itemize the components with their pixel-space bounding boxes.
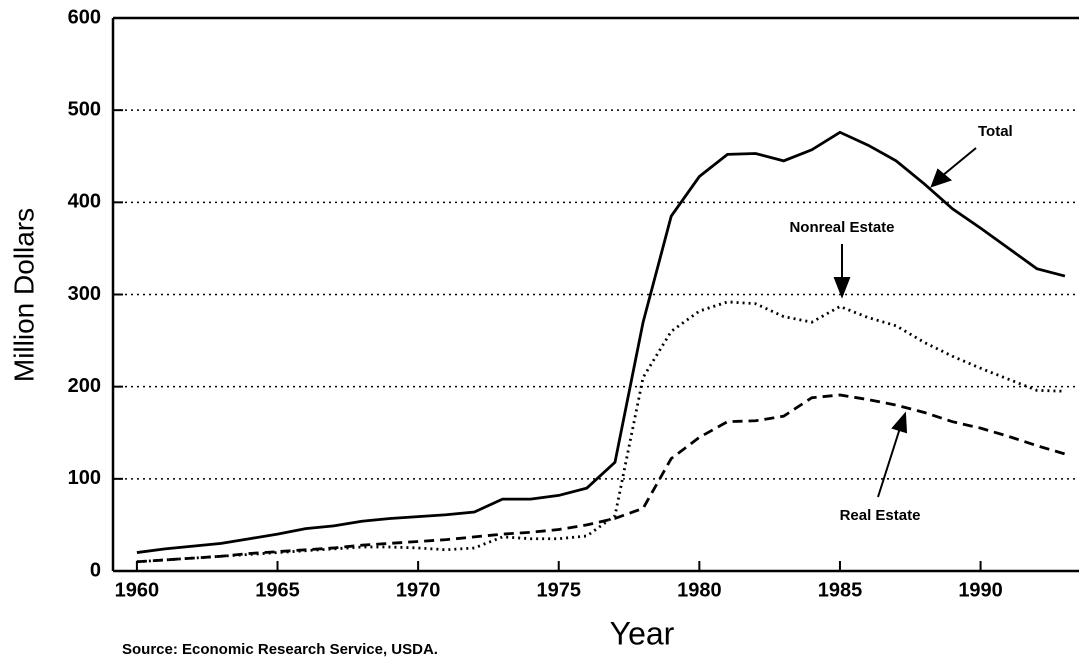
x-tick-label: 1965	[255, 579, 300, 601]
series-annotation: Total	[978, 123, 1013, 140]
y-tick-label: 200	[68, 375, 101, 397]
series-line	[136, 130, 1066, 554]
series-annotation: Nonreal Estate	[789, 219, 894, 236]
x-tick-label: 1970	[396, 579, 441, 601]
y-tick-label: 500	[68, 98, 101, 120]
y-tick-label: 400	[68, 191, 101, 213]
x-tick-label: 1980	[677, 579, 722, 601]
y-tick-label: 0	[90, 559, 101, 581]
y-tick-label: 300	[68, 283, 101, 305]
annotation-arrows	[833, 147, 977, 498]
y-axis-label: Million Dollars	[8, 208, 39, 382]
x-tick-label: 1990	[958, 579, 1003, 601]
y-tick-label: 600	[68, 6, 101, 28]
series-annotation: Real Estate	[840, 507, 921, 524]
x-tick-label: 1960	[115, 579, 160, 601]
x-tick-label: 1985	[818, 579, 863, 601]
series-line	[136, 393, 1066, 564]
y-tick-label: 100	[68, 467, 101, 489]
series-line	[136, 300, 1065, 564]
source-note: Source: Economic Research Service, USDA.	[122, 641, 438, 658]
x-axis-label: Year	[610, 615, 675, 651]
x-tick-label: 1975	[536, 579, 581, 601]
